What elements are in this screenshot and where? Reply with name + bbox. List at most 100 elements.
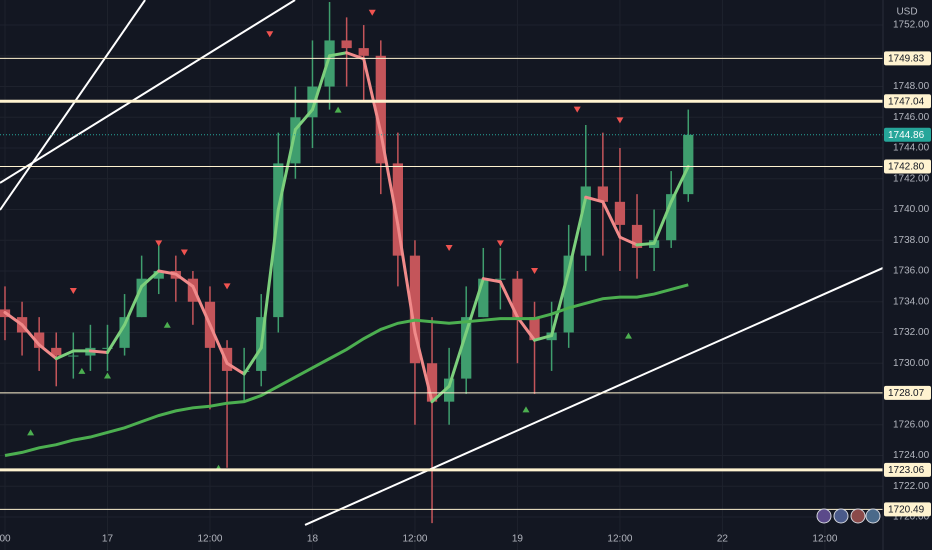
candle-body (136, 278, 147, 318)
candle-body (478, 278, 489, 318)
last-price-bg (884, 127, 931, 142)
candle-body (614, 201, 626, 225)
ma-segment (567, 195, 588, 273)
ma-segment (345, 51, 366, 61)
ma-segment (208, 323, 229, 365)
candle-body (683, 134, 694, 195)
ma-segment (464, 277, 485, 334)
candle-body (392, 163, 404, 256)
x-tick-label: 12:00 (197, 534, 222, 545)
y-tick-label: 1726.00 (893, 419, 930, 430)
ma-segment (20, 323, 41, 347)
x-tick-label: 17 (102, 534, 114, 545)
y-tick-label: 1738.00 (893, 235, 930, 246)
candle-body (221, 347, 233, 371)
sell-signal (266, 31, 274, 38)
ma-segment (293, 108, 314, 132)
ma-segment (669, 164, 690, 204)
y-tick-label: 1722.00 (893, 481, 930, 492)
level-label: 1749.83 (888, 54, 925, 65)
sell-signal (69, 287, 77, 294)
level-label: 1747.04 (888, 96, 925, 107)
sell-signal (445, 244, 453, 251)
ma-segment (123, 284, 144, 327)
candle-body (529, 317, 540, 341)
last-price-label: 1744.86 (888, 130, 925, 141)
sell-signal (573, 106, 581, 113)
level-label-bg (884, 51, 931, 66)
candle-body (666, 194, 677, 241)
level-label-bg (884, 159, 931, 174)
y-tick-label: 1746.00 (893, 112, 930, 123)
ma-segment (3, 311, 24, 327)
y-tick-label: 1740.00 (893, 204, 930, 215)
level-label: 1742.80 (888, 162, 925, 173)
x-tick-label: 22 (717, 534, 729, 545)
candle-body (324, 40, 335, 87)
ma-segment (601, 200, 622, 239)
ma-segment (242, 346, 263, 376)
ma-segment (328, 51, 349, 58)
candle-body (290, 117, 301, 164)
y-tick-label: 1752.00 (893, 20, 930, 31)
candle-body (119, 317, 130, 348)
x-tick-label: 12:00 (402, 534, 427, 545)
level-label-bg (884, 502, 931, 517)
currency: USD (896, 7, 917, 18)
sell-signal (180, 249, 188, 256)
ma-segment (447, 330, 468, 388)
sell-signal (616, 117, 624, 124)
trend-line (304, 267, 884, 526)
candle-body (426, 363, 438, 402)
buy-signal (103, 372, 111, 379)
buy-signal (163, 321, 171, 328)
level-label-bg (884, 94, 931, 109)
x-tick-label: 12:00 (607, 534, 632, 545)
ma-segment (481, 277, 502, 284)
ma-segment (584, 195, 605, 204)
candle-body (34, 332, 45, 348)
ma-segment (618, 235, 639, 247)
sell-signal (368, 9, 376, 16)
trend-line (0, 0, 296, 184)
candle-body (461, 317, 472, 379)
ma-segment (379, 131, 400, 227)
ma-segment (88, 349, 109, 354)
grid (0, 0, 883, 550)
trend-line (0, 0, 146, 211)
candle-body (409, 255, 421, 364)
ma-segment (140, 269, 161, 288)
y-tick-label: 1744.00 (893, 143, 930, 154)
level-label: 1728.07 (888, 388, 925, 399)
y-tick-label: 1724.00 (893, 450, 930, 461)
candle-body (580, 186, 591, 256)
candle-body (102, 347, 113, 349)
ma-segment (430, 384, 451, 404)
y-tick-label: 1734.00 (893, 296, 930, 307)
x-tick-label: 18 (307, 534, 319, 545)
y-tick-label: 1748.00 (893, 81, 930, 92)
bottom-icons (816, 508, 881, 524)
candle-body (495, 278, 506, 280)
candle-body (51, 347, 62, 356)
buy-signal (334, 106, 342, 113)
ma-segment (259, 208, 280, 350)
candle-body (68, 355, 79, 357)
sell-signal (496, 240, 504, 247)
sell-signal (531, 268, 539, 275)
y-tick-label: 1742.00 (893, 173, 930, 184)
icon (833, 508, 849, 524)
buy-signal (624, 332, 632, 339)
ma-line (4, 283, 689, 457)
buy-signal (78, 367, 86, 374)
level-label: 1720.49 (888, 505, 925, 516)
x-tick-label: 19 (512, 534, 524, 545)
candle-body (563, 255, 574, 333)
buy-signal (27, 429, 35, 436)
x-tick-label: 00 (0, 534, 11, 545)
ma-segment (498, 280, 519, 319)
icon (816, 508, 832, 524)
sell-signal (155, 240, 163, 247)
candle-body (631, 224, 643, 248)
